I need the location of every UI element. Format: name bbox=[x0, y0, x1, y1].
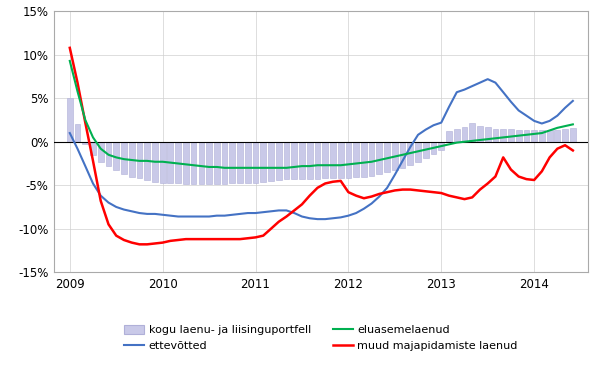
Bar bbox=[137, 142, 142, 178]
Bar bbox=[206, 142, 212, 184]
Bar bbox=[175, 142, 181, 183]
Bar bbox=[485, 127, 491, 142]
Bar bbox=[500, 129, 506, 142]
Bar bbox=[167, 142, 173, 183]
Bar bbox=[183, 142, 189, 184]
Bar bbox=[361, 142, 367, 177]
Bar bbox=[129, 142, 134, 177]
Bar bbox=[423, 142, 428, 158]
Bar bbox=[152, 142, 158, 182]
Bar bbox=[562, 129, 568, 142]
Bar bbox=[439, 142, 444, 150]
Bar bbox=[547, 130, 553, 142]
Bar bbox=[539, 130, 545, 142]
Bar bbox=[292, 142, 297, 179]
Bar bbox=[222, 142, 227, 184]
Bar bbox=[570, 128, 576, 142]
Bar bbox=[191, 142, 196, 184]
Bar bbox=[415, 142, 421, 162]
Bar bbox=[299, 142, 305, 179]
Bar bbox=[376, 142, 382, 174]
Bar bbox=[431, 142, 436, 154]
Bar bbox=[461, 127, 467, 142]
Bar bbox=[469, 124, 475, 142]
Bar bbox=[160, 142, 166, 183]
Bar bbox=[214, 142, 220, 184]
Bar bbox=[353, 142, 359, 177]
Bar bbox=[276, 142, 281, 180]
Bar bbox=[284, 142, 289, 179]
Bar bbox=[338, 142, 344, 178]
Bar bbox=[113, 142, 119, 170]
Bar bbox=[260, 142, 266, 182]
Bar bbox=[407, 142, 413, 165]
Bar bbox=[477, 126, 483, 142]
Bar bbox=[229, 142, 235, 183]
Bar bbox=[384, 142, 390, 172]
Bar bbox=[454, 129, 460, 142]
Bar bbox=[307, 142, 313, 179]
Bar bbox=[322, 142, 328, 178]
Bar bbox=[253, 142, 259, 183]
Bar bbox=[392, 142, 398, 170]
Bar bbox=[554, 130, 560, 142]
Bar bbox=[369, 142, 374, 176]
Bar bbox=[121, 142, 127, 174]
Bar bbox=[330, 142, 336, 178]
Bar bbox=[98, 142, 104, 162]
Bar bbox=[237, 142, 243, 183]
Bar bbox=[144, 142, 150, 180]
Bar bbox=[82, 142, 88, 144]
Bar bbox=[400, 142, 406, 168]
Bar bbox=[346, 142, 351, 178]
Bar bbox=[508, 129, 514, 142]
Bar bbox=[106, 142, 112, 166]
Bar bbox=[268, 142, 274, 181]
Bar bbox=[446, 131, 452, 142]
Bar bbox=[524, 130, 529, 142]
Legend: kogu laenu- ja liisinguportfell, ettevõtted, eluasemelaenud, muud majapidamiste : kogu laenu- ja liisinguportfell, ettevõt… bbox=[124, 325, 518, 351]
Bar bbox=[531, 130, 537, 142]
Bar bbox=[314, 142, 320, 179]
Bar bbox=[516, 130, 521, 142]
Bar bbox=[67, 98, 73, 142]
Bar bbox=[74, 124, 80, 142]
Bar bbox=[199, 142, 204, 184]
Bar bbox=[90, 142, 96, 155]
Bar bbox=[493, 129, 498, 142]
Bar bbox=[245, 142, 251, 183]
